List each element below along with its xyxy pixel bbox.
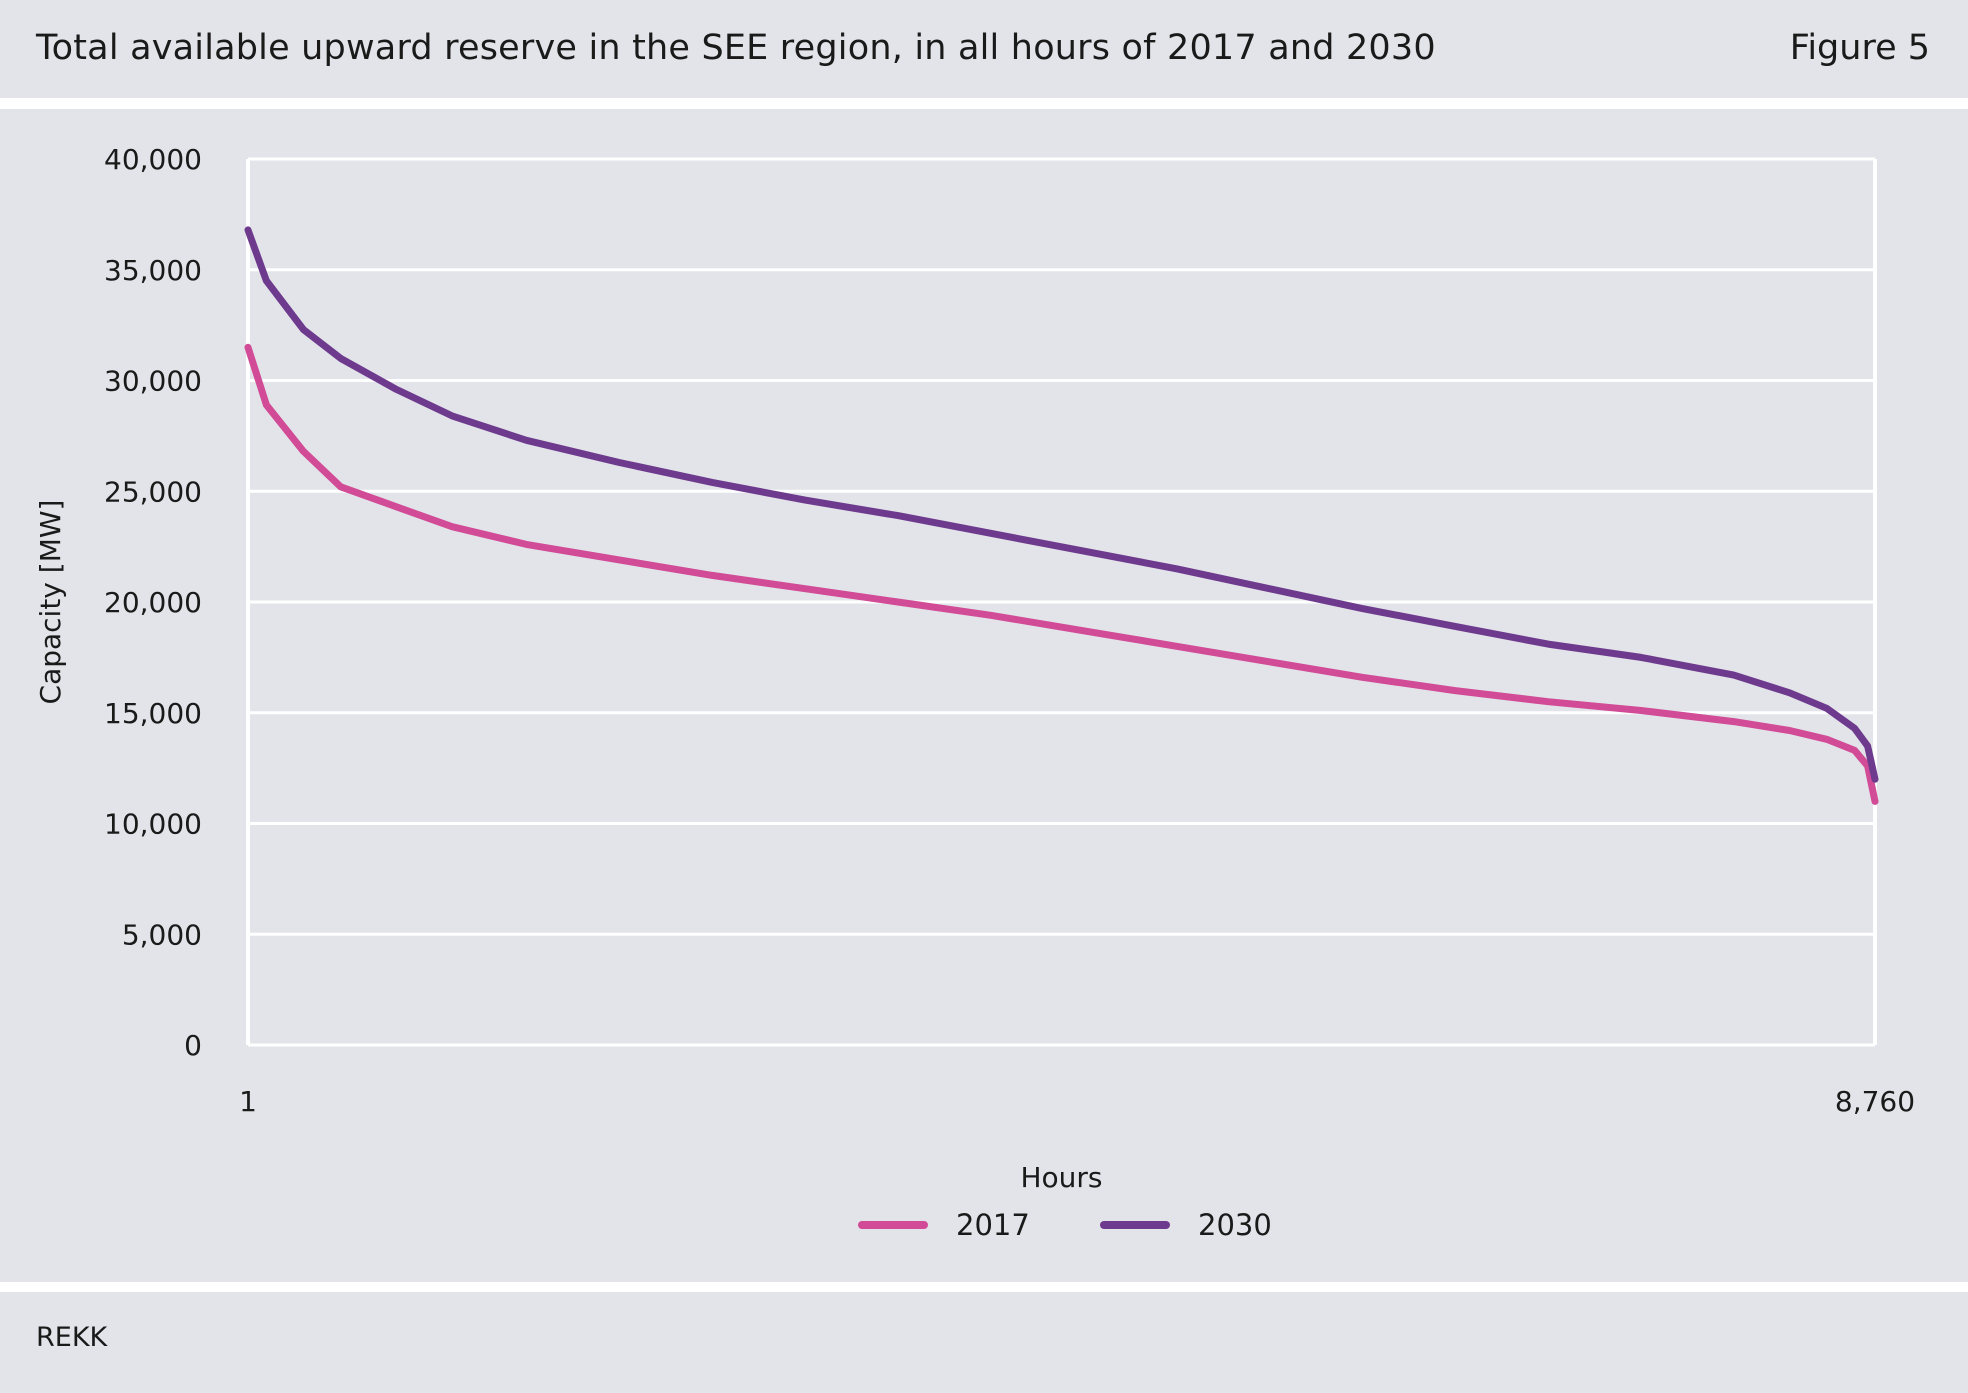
- y-tick-label: 40,000: [104, 143, 202, 176]
- legend-item-2030: 2030: [1100, 1200, 1272, 1250]
- legend-item-2017: 2017: [858, 1200, 1030, 1250]
- y-tick-label: 35,000: [104, 254, 202, 287]
- y-tick-label: 5,000: [122, 918, 202, 951]
- x-tick-label: 1: [239, 1085, 257, 1118]
- chart-header: Total available upward reserve in the SE…: [0, 0, 1968, 98]
- legend-label-2030: 2030: [1198, 1208, 1272, 1242]
- grid-lines: [246, 157, 1877, 1047]
- source-label: REKK: [36, 1322, 108, 1353]
- chart-legend: 2017 2030: [0, 1200, 1968, 1250]
- legend-swatch-2030: [1100, 1221, 1170, 1229]
- series-line-2030: [244, 226, 1879, 783]
- y-axis-title: Capacity [MW]: [34, 500, 67, 705]
- y-tick-label: 25,000: [104, 475, 202, 508]
- y-tick-label: 30,000: [104, 365, 202, 398]
- x-axis-title: Hours: [1020, 1161, 1102, 1194]
- line-chart: 0 5,000 10,000 15,000 20,000 25,000 30,000 35,0…: [34, 143, 1915, 1194]
- chart-footer: REKK: [0, 1292, 1968, 1393]
- chart-title: Total available upward reserve in the SE…: [36, 28, 1436, 68]
- figure-number: Figure 5: [1789, 28, 1930, 68]
- legend-swatch-2017: [858, 1221, 928, 1229]
- y-tick-label: 10,000: [104, 808, 202, 841]
- series-lines: [244, 226, 1879, 805]
- y-axis-ticks: 0 5,000 10,000 15,000 20,000 25,000 30,000 35,0…: [104, 143, 202, 1062]
- legend-label-2017: 2017: [956, 1208, 1030, 1242]
- series-line-2017: [244, 343, 1879, 805]
- x-tick-label: 8,760: [1835, 1085, 1915, 1118]
- x-axis-ticks: 1 8,760: [239, 1085, 1915, 1118]
- y-tick-label: 15,000: [104, 697, 202, 730]
- y-tick-label: 0: [184, 1029, 202, 1062]
- chart-panel: 0 5,000 10,000 15,000 20,000 25,000 30,000 35,0…: [0, 109, 1968, 1282]
- y-tick-label: 20,000: [104, 586, 202, 619]
